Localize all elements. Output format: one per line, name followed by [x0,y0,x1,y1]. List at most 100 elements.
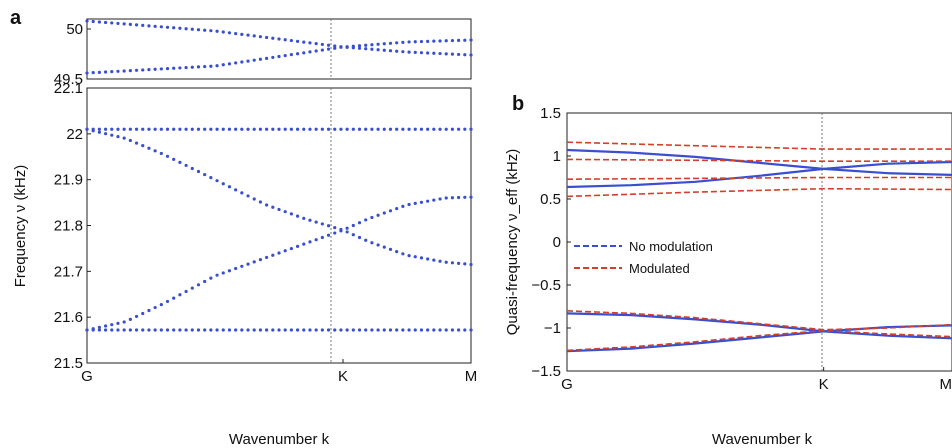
panel-a-series-0 [85,19,473,49]
panel-a-data-point [141,328,145,332]
panel-a-data-point [370,43,374,47]
panel-b-ytick-label: 1 [553,148,561,165]
panel-a-data-point [203,64,207,69]
panel-a-data-point [413,40,417,44]
panel-a-data-point [85,328,89,332]
panel-a-data-point [444,196,448,200]
panel-a-data-point [413,255,417,259]
panel-a-data-point [240,328,244,332]
panel-a-data-point [407,254,411,258]
panel-a-data-point [153,305,157,310]
panel-a-data-point [277,328,281,332]
no-modulation-line-2 [566,312,952,340]
panel-a-data-point [326,224,331,228]
panel-a-data-point [271,127,275,131]
panel-a-data-point [203,127,207,131]
panel-a-data-point [401,127,405,131]
panel-a-data-point [196,169,201,174]
panel-a-data-point [388,328,393,332]
panel-a-data-point [345,45,349,49]
panel-a-data-point [172,157,176,161]
panel-a-data-point [128,138,132,143]
panel-a-data-point [444,328,448,332]
panel-a-xtick-label: M [465,368,478,385]
panel-a-data-point [116,321,120,325]
panel-a-data-point [141,68,145,72]
panel-a-data-point [289,53,293,57]
panel-a-data-point [320,127,324,131]
panel-a-data-point [234,328,238,332]
panel-a-data-point [97,70,101,74]
panel-a-data-point [438,328,442,332]
panel-a-data-point [314,42,318,46]
panel-a-data-point [203,279,207,284]
panel-a-data-point [302,242,306,246]
panel-a-data-point [271,36,275,40]
panel-a-data-point [314,127,318,131]
panel-a-data-point [153,127,157,131]
panel-a-data-point [116,135,120,139]
panel-a-data-point [203,28,207,32]
panel-a-data-point [184,289,188,294]
panel-a-data-point [172,328,176,332]
panel-a-data-point [110,21,114,25]
panel-a-data-point [141,144,145,148]
panel-a-data-point [401,40,405,44]
panel-a-data-point [413,328,417,332]
panel-a-data-point [444,39,448,43]
panel-a-data-point [240,60,244,64]
panel-a-data-point [97,130,101,134]
panel-a-data-point [271,253,275,257]
panel-a-data-point [444,260,448,264]
panel-a-data-point [128,328,132,332]
panel-a-data-point [345,328,349,332]
panel-a-data-point [419,328,424,332]
panel-a-data-point [289,328,293,332]
panel-a-data-point [165,154,170,158]
panel-a-data-point [85,19,89,23]
panel-a-data-point [302,328,306,332]
panel-a-bottom-ytick-label: 21.7 [54,263,83,280]
panel-a-data-point [196,328,201,332]
panel-a-data-point [370,215,374,220]
panel-a-data-point [116,127,120,131]
panel-a-data-point [184,163,188,168]
panel-a-data-point [308,127,312,131]
panel-a-data-point [333,226,337,230]
panel-a-data-point [326,47,331,51]
panel-a-data-point [227,127,232,131]
panel-a-data-point [438,197,442,201]
panel-a-data-point [314,328,318,332]
panel-a-data-point [122,328,126,332]
panel-a-data-point [413,201,417,205]
panel-a-data-point [357,235,362,240]
panel-a-bottom-ytick-label: 22 [66,126,83,143]
panel-a-data-point [184,65,188,70]
panel-a-data-point [221,328,225,332]
panel-a-data-point [215,179,219,183]
panel-a-data-point [407,50,411,54]
panel-a-data-point [438,51,442,56]
panel-a-data-point [97,127,101,131]
panel-a-data-point [376,42,380,46]
legend-modulated-label: Modulated [629,261,690,276]
panel-a-data-point [227,31,232,35]
panel-a-data-point [103,70,108,74]
panel-a-data-point [209,64,213,68]
panel-a-data-point [178,66,182,70]
panel-b-x-axis-label: Wavenumber k [712,431,813,448]
panel-a-data-point [221,182,225,186]
panel-a-data-point [407,202,411,207]
panel-a-data-point [295,328,300,332]
panel-a-data-point [134,23,139,27]
panel-a-series-3 [85,127,473,267]
panel-a-data-point [122,127,126,131]
panel-a-data-point [246,328,250,332]
panel-a-data-point [196,127,201,131]
panel-a-data-point [302,127,306,131]
panel-a-data-point [116,21,120,26]
panel-a-data-point [295,127,300,131]
panel-a-data-point [252,34,256,38]
panel-a-data-point [153,328,157,332]
panel-a-data-point [463,53,467,57]
